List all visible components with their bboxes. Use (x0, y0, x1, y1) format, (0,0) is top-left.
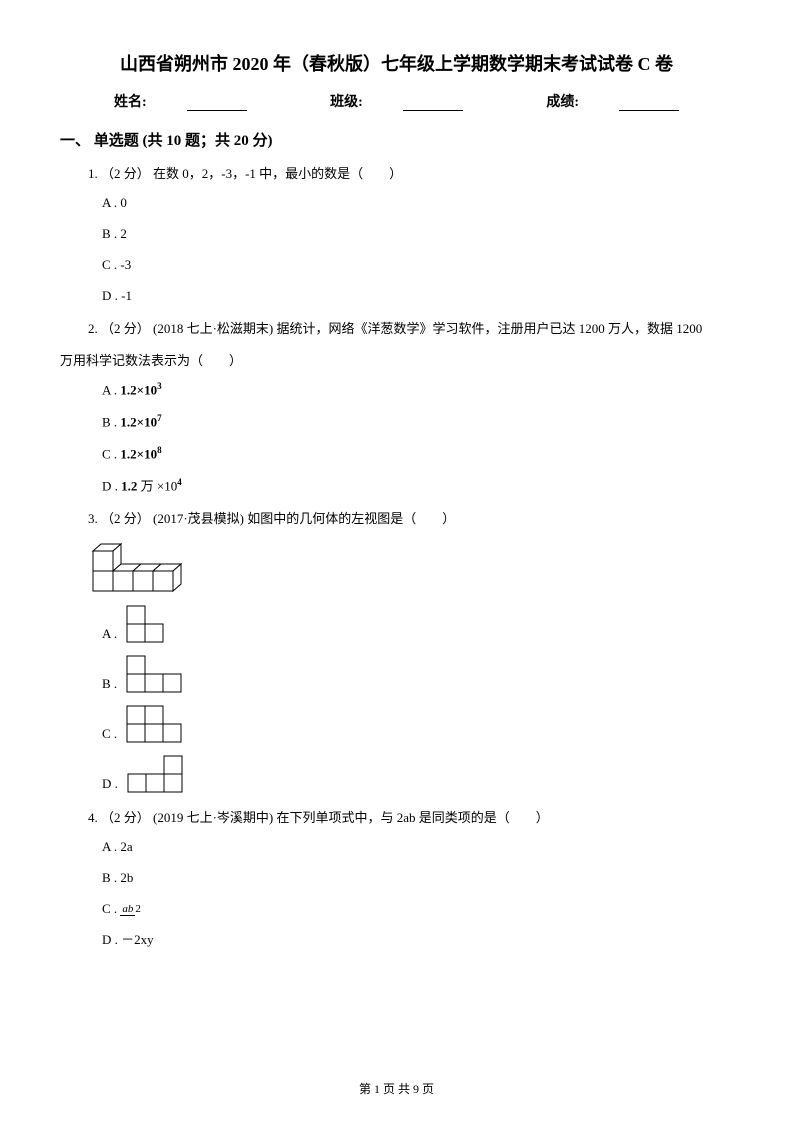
q4-option-b: B . 2b (102, 868, 733, 889)
student-info-row: 姓名: 班级: 成绩: (60, 91, 733, 111)
class-label: 班级: (310, 95, 483, 110)
q2-option-a: A . 1.2×103 (102, 379, 733, 401)
q3-c-icon (125, 704, 190, 746)
q1-option-c: C . -3 (102, 255, 733, 276)
q2-option-b: B . 1.2×107 (102, 411, 733, 433)
q1-option-b: B . 2 (102, 224, 733, 245)
q4-option-a: A . 2a (102, 837, 733, 858)
page-footer: 第 1 页 共 9 页 (0, 1080, 793, 1097)
q2-option-c: C . 1.2×108 (102, 443, 733, 465)
question-2: 2. （2 分） (2018 七上·松滋期末) 据统计，网络《洋葱数学》学习软件… (88, 317, 733, 340)
q3-text: 3. （2 分） (2017·茂县模拟) 如图中的几何体的左视图是（ ） (88, 507, 733, 530)
section-header: 一、 单选题 (共 10 题；共 20 分) (60, 129, 733, 150)
q2-option-d: D . 1.2 万 ×104 (102, 475, 733, 497)
q1-option-a: A . 0 (102, 193, 733, 214)
question-2-options: A . 1.2×103 B . 1.2×107 C . 1.2×108 D . … (88, 379, 733, 498)
q2-text-line1: 2. （2 分） (2018 七上·松滋期末) 据统计，网络《洋葱数学》学习软件… (88, 317, 733, 340)
q3-option-d: D . (102, 754, 733, 796)
question-3-options: A . B . C . (88, 604, 733, 796)
question-3: 3. （2 分） (2017·茂县模拟) 如图中的几何体的左视图是（ ） (88, 507, 733, 530)
exam-title: 山西省朔州市 2020 年（春秋版）七年级上学期数学期末考试试卷 C 卷 (60, 50, 733, 76)
q3-option-a: A . (102, 604, 733, 646)
q3-d-icon (126, 754, 206, 796)
question-1: 1. （2 分） 在数 0，2，-3，-1 中，最小的数是（ ） A . 0 B… (88, 162, 733, 307)
q3-option-c: C . (102, 704, 733, 746)
q4-option-d: D . －2xy (102, 930, 733, 951)
q4-text: 4. （2 分） (2019 七上·岑溪期中) 在下列单项式中，与 2ab 是同… (88, 806, 733, 829)
q4-option-c: C . ab2 (102, 899, 733, 920)
q3-a-icon (125, 604, 190, 646)
question-4: 4. （2 分） (2019 七上·岑溪期中) 在下列单项式中，与 2ab 是同… (88, 806, 733, 951)
q3-b-icon (125, 654, 205, 696)
q3-option-b: B . (102, 654, 733, 696)
name-label: 姓名: (94, 95, 267, 110)
q1-option-d: D . -1 (102, 286, 733, 307)
q2-text-line2: 万用科学记数法表示为（ ） (60, 350, 733, 369)
q1-text: 1. （2 分） 在数 0，2，-3，-1 中，最小的数是（ ） (88, 162, 733, 185)
q3-figure (88, 541, 733, 596)
score-label: 成绩: (526, 95, 699, 110)
